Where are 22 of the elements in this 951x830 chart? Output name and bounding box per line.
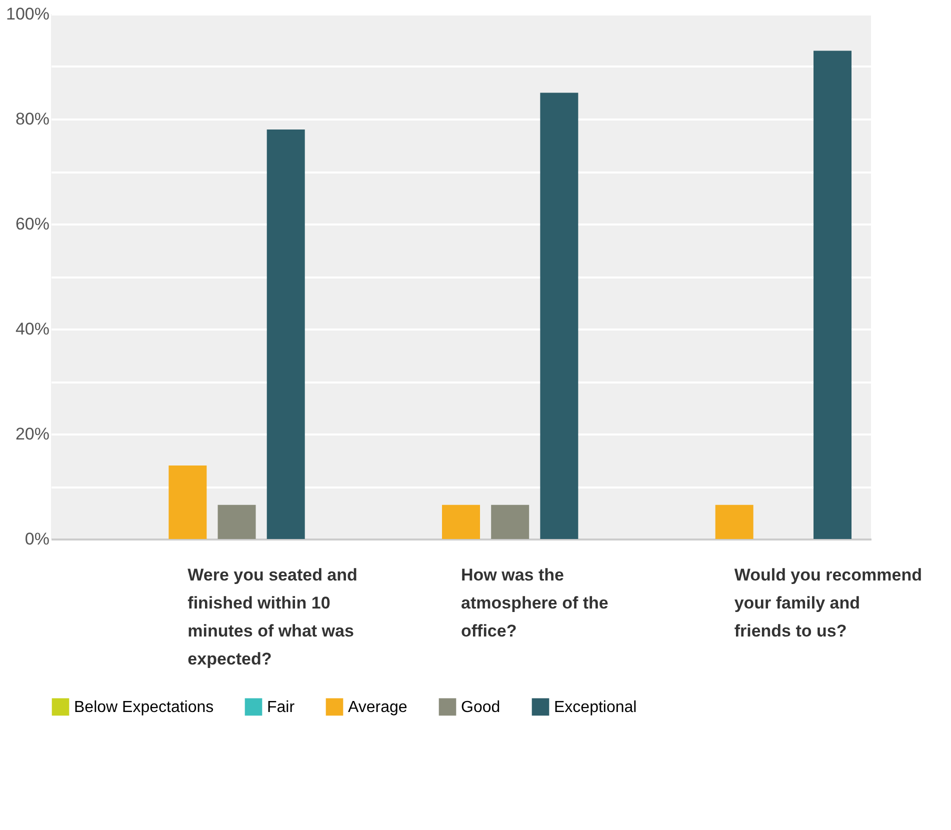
legend-label: Average <box>348 698 408 716</box>
bar <box>491 504 530 539</box>
bar <box>266 130 305 539</box>
y-tick-label: 80% <box>15 110 50 128</box>
bar <box>715 504 754 539</box>
bar <box>218 504 256 539</box>
bar <box>814 50 852 539</box>
y-tick-label: 100% <box>6 4 50 24</box>
y-tick-label: 40% <box>15 320 50 338</box>
legend-label: Exceptional <box>554 698 637 716</box>
y-tick-label: 20% <box>15 424 50 444</box>
legend-label: Below Expectations <box>74 698 214 716</box>
bar <box>540 92 578 539</box>
x-tick-label: How was the atmosphere of the office? <box>461 566 608 640</box>
legend-label: Fair <box>267 698 296 716</box>
x-tick-label: Would you recommend your family and friends to us? <box>734 566 922 640</box>
legend-label: Good <box>461 698 500 716</box>
y-tick-label: 0% <box>24 530 50 548</box>
bar <box>168 466 207 539</box>
y-tick-label: 60% <box>15 214 50 234</box>
x-tick-label: Were you seated and finished within 10 minutes of what was expected? <box>188 566 358 668</box>
bar <box>442 504 480 539</box>
